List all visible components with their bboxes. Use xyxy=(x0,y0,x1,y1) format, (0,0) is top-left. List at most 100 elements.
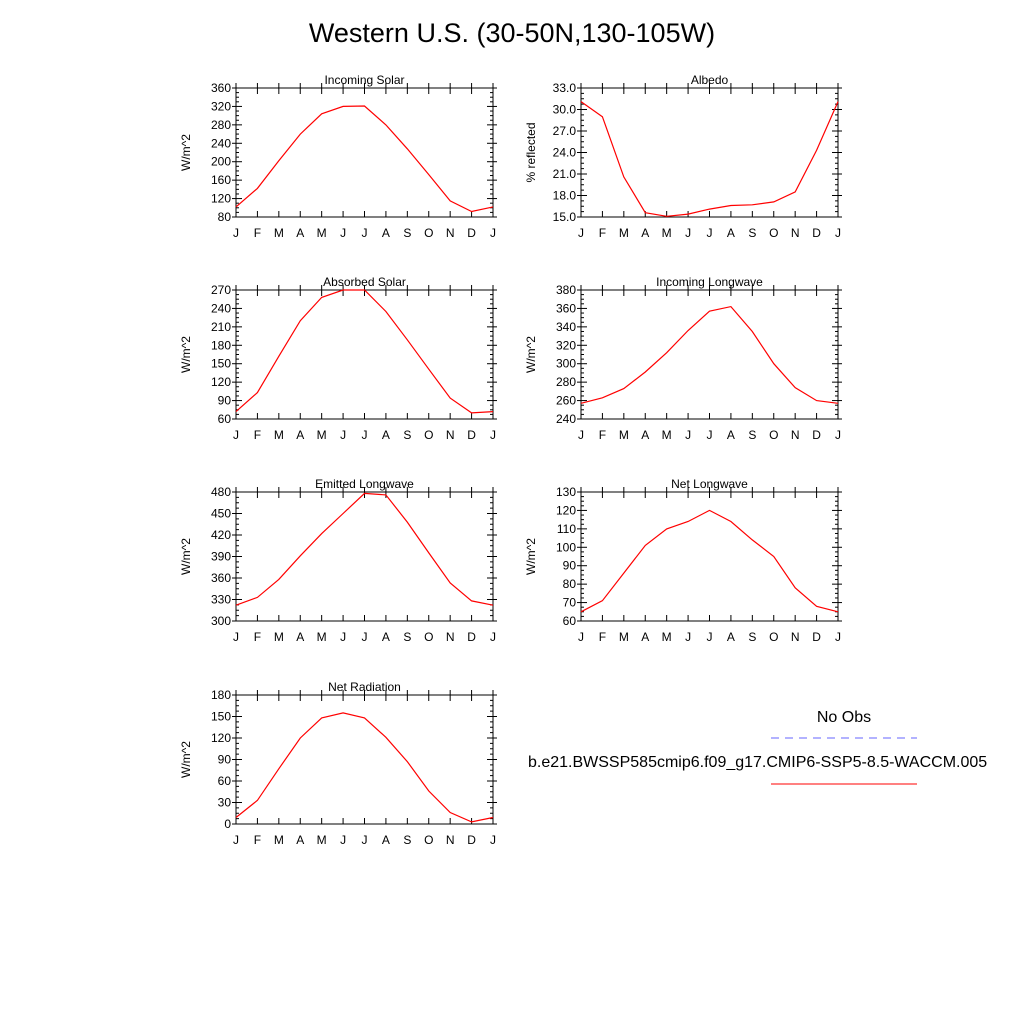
x-tick-label: J xyxy=(490,226,496,240)
y-axis-label: W/m^2 xyxy=(179,741,193,778)
plot-frame xyxy=(235,87,494,218)
y-tick-label: 120 xyxy=(211,192,231,206)
panel-title: Absorbed Solar xyxy=(323,275,406,289)
y-axis-label: W/m^2 xyxy=(179,134,193,171)
x-tick-label: M xyxy=(619,428,629,442)
y-tick-label: 120 xyxy=(211,375,231,389)
y-tick-label: 320 xyxy=(211,99,231,113)
x-tick-label: F xyxy=(599,630,606,644)
y-tick-label: 60 xyxy=(218,774,232,788)
panel-title: Albedo xyxy=(691,73,729,87)
series-line xyxy=(235,105,494,213)
chart-panel-4: Incoming Longwave W/m^2 240 260 280 300 320 340… xyxy=(524,275,842,442)
x-tick-label: J xyxy=(707,428,713,442)
series-line xyxy=(235,712,494,823)
y-tick-label: 360 xyxy=(556,301,576,315)
x-tick-label: F xyxy=(254,428,261,442)
y-tick-label: 60 xyxy=(563,614,577,628)
chart-panel-2: Albedo % reflected 15.0 18.0 21.0 24.0 27.0 30.… xyxy=(524,73,842,240)
x-tick-label: J xyxy=(233,630,239,644)
x-tick-label: M xyxy=(662,428,672,442)
y-tick-label: 240 xyxy=(211,136,231,150)
x-tick-label: D xyxy=(812,428,821,442)
y-tick-label: 420 xyxy=(211,528,231,542)
x-tick-label: N xyxy=(791,226,800,240)
x-tick-label: N xyxy=(791,630,800,644)
x-tick-label: J xyxy=(362,428,368,442)
x-tick-label: D xyxy=(467,630,476,644)
x-tick-label: F xyxy=(254,630,261,644)
x-tick-label: F xyxy=(254,226,261,240)
y-tick-label: 260 xyxy=(556,394,576,408)
chart-panel-1: Incoming Solar W/m^2 80 120 160 200 240 280 320 3… xyxy=(179,73,497,240)
series-line xyxy=(235,492,494,606)
x-tick-label: N xyxy=(446,630,455,644)
x-tick-label: A xyxy=(641,226,649,240)
y-tick-label: 450 xyxy=(211,507,231,521)
y-tick-label: 320 xyxy=(556,338,576,352)
x-tick-label: A xyxy=(296,428,304,442)
panel-title: Net Longwave xyxy=(671,477,748,491)
y-tick-label: 200 xyxy=(211,155,231,169)
y-tick-label: 300 xyxy=(556,357,576,371)
y-tick-label: 300 xyxy=(211,614,231,628)
chart-panels: Incoming Solar W/m^2 80 120 160 200 240 280 320 3… xyxy=(179,73,842,847)
x-tick-label: J xyxy=(362,226,368,240)
x-tick-label: J xyxy=(362,630,368,644)
x-tick-label: O xyxy=(424,428,433,442)
x-tick-label: J xyxy=(340,428,346,442)
x-tick-label: A xyxy=(727,226,735,240)
panel-title: Incoming Solar xyxy=(324,73,404,87)
y-tick-label: 160 xyxy=(211,173,231,187)
x-tick-label: M xyxy=(619,630,629,644)
x-tick-label: M xyxy=(662,630,672,644)
x-tick-label: J xyxy=(362,833,368,847)
x-tick-label: A xyxy=(296,226,304,240)
x-tick-label: S xyxy=(403,226,411,240)
x-tick-label: M xyxy=(274,226,284,240)
x-tick-label: M xyxy=(317,226,327,240)
x-tick-label: F xyxy=(599,226,606,240)
x-tick-label: S xyxy=(403,428,411,442)
x-tick-label: O xyxy=(769,226,778,240)
y-tick-label: 70 xyxy=(563,596,577,610)
x-tick-label: J xyxy=(340,833,346,847)
x-tick-label: O xyxy=(424,833,433,847)
y-tick-label: 360 xyxy=(211,81,231,95)
y-tick-label: 60 xyxy=(218,412,232,426)
plot-frame xyxy=(580,289,839,420)
x-tick-label: J xyxy=(233,428,239,442)
plot-frame xyxy=(235,491,494,622)
x-tick-label: F xyxy=(599,428,606,442)
y-tick-label: 80 xyxy=(563,577,577,591)
y-tick-label: 18.0 xyxy=(553,189,577,203)
x-tick-label: D xyxy=(467,428,476,442)
y-axis-label: W/m^2 xyxy=(179,336,193,373)
y-tick-label: 240 xyxy=(556,412,576,426)
y-tick-label: 30 xyxy=(218,796,232,810)
y-tick-label: 210 xyxy=(211,320,231,334)
x-tick-label: D xyxy=(812,226,821,240)
x-tick-label: J xyxy=(685,630,691,644)
x-tick-label: M xyxy=(619,226,629,240)
x-tick-label: A xyxy=(382,226,390,240)
x-tick-label: O xyxy=(769,630,778,644)
y-tick-label: 90 xyxy=(563,559,577,573)
x-tick-label: F xyxy=(254,833,261,847)
y-tick-label: 130 xyxy=(556,485,576,499)
x-tick-label: S xyxy=(403,833,411,847)
x-tick-label: N xyxy=(446,428,455,442)
y-tick-label: 180 xyxy=(211,688,231,702)
x-tick-label: M xyxy=(662,226,672,240)
y-tick-label: 24.0 xyxy=(553,146,577,160)
x-tick-label: D xyxy=(812,630,821,644)
legend: No Obs b.e21.BWSSP585cmip6.f09_g17.CMIP6… xyxy=(528,709,987,785)
y-tick-label: 100 xyxy=(556,540,576,554)
y-tick-label: 120 xyxy=(556,503,576,517)
x-tick-label: J xyxy=(707,630,713,644)
x-tick-label: N xyxy=(791,428,800,442)
x-tick-label: J xyxy=(578,428,584,442)
x-tick-label: S xyxy=(748,226,756,240)
plot-frame xyxy=(235,694,494,825)
